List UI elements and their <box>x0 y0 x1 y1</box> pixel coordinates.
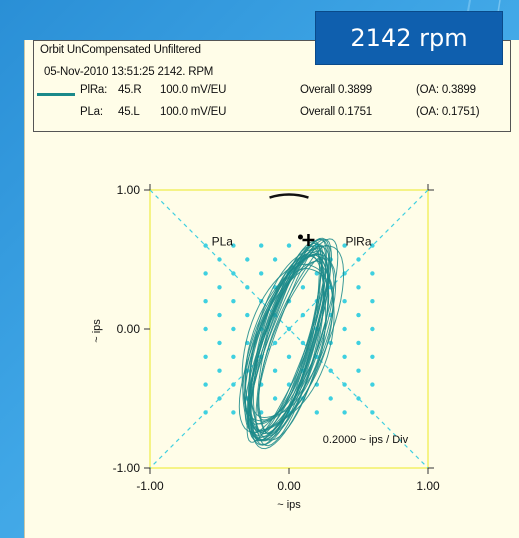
x-axis-label: ~ ips <box>277 499 301 511</box>
grid-dot <box>231 354 236 359</box>
grid-dot <box>286 354 292 359</box>
grid-dot <box>356 340 361 346</box>
probe2-overall: Overall 0.1751 <box>300 106 372 118</box>
probe2-oa: (OA: 0.1751) <box>416 106 480 118</box>
y-tick-label: 1.00 <box>117 183 141 197</box>
probe-label-plra: PlRa <box>345 235 371 249</box>
probe-axis-pla <box>149 189 429 469</box>
x-tick-label: 0.00 <box>277 479 301 493</box>
header-timestamp: 05-Nov-2010 13:51:25 2142. RPM <box>44 66 214 78</box>
grid-dot <box>328 396 333 401</box>
header-title: Orbit UnCompensated Unfiltered <box>40 44 201 56</box>
grid-dot <box>203 326 208 332</box>
probe2-angle: 45.L <box>118 106 140 118</box>
grid-dot <box>231 410 236 415</box>
probe2-name: PLa: <box>80 106 103 118</box>
grid-dot <box>356 368 361 373</box>
grid-dot <box>272 257 278 262</box>
grid-dot <box>356 285 361 290</box>
grid-dot <box>231 243 236 248</box>
grid-dot <box>217 340 222 346</box>
keyphasor-marker <box>302 234 315 247</box>
keyphasor-dot <box>297 234 303 240</box>
grid-dot <box>217 368 222 373</box>
grid-dot <box>231 299 236 304</box>
orbit-trace <box>246 242 322 425</box>
grid-dot <box>342 354 347 359</box>
grid-dot <box>314 410 319 415</box>
probe1-angle: 45.R <box>118 84 142 96</box>
grid-dot <box>342 410 347 415</box>
grid-dot <box>217 312 222 318</box>
grid-dot <box>272 368 278 373</box>
x-tick-label: -1.00 <box>136 479 164 493</box>
grid-dot <box>245 257 250 262</box>
probe2-sensitivity: 100.0 mV/EU <box>160 106 227 118</box>
grid-dot <box>245 312 250 318</box>
probe-label-pla: PLa <box>212 235 234 249</box>
probe-axis-plra <box>149 189 429 469</box>
orbit-trace <box>250 267 330 441</box>
x-tick-label: 1.00 <box>416 479 440 493</box>
grid-dot <box>370 354 375 359</box>
y-tick-label: -1.00 <box>113 461 141 475</box>
y-axis-label: ~ ips <box>91 319 103 343</box>
grid-dot <box>286 243 292 248</box>
grid-dot <box>370 271 375 276</box>
scale-label: 0.2000 ~ ips / Div <box>323 434 409 446</box>
grid-dot <box>259 243 264 248</box>
grid-dot <box>370 326 375 332</box>
grid-dot <box>203 354 208 359</box>
rpm-badge: 2142 rpm <box>315 11 503 65</box>
grid-dot <box>203 382 208 387</box>
grid-dot <box>342 243 347 248</box>
grid-dot <box>370 382 375 387</box>
probe1-oa: (OA: 0.3899 <box>416 84 476 96</box>
orbit-trace <box>249 245 345 450</box>
grid-dot <box>272 396 278 401</box>
grid-dot <box>342 299 347 304</box>
grid-dot <box>300 285 306 290</box>
probe1-overall: Overall 0.3899 <box>300 84 372 96</box>
orbit-trace <box>249 255 335 433</box>
grid-dot <box>342 326 347 332</box>
grid-dot <box>203 299 208 304</box>
orbit-trace <box>257 256 327 434</box>
plot-panel: Orbit UnCompensated Unfiltered 05-Nov-20… <box>24 40 519 538</box>
plot-header: Orbit UnCompensated Unfiltered 05-Nov-20… <box>33 40 511 132</box>
probe1-name: PlRa: <box>80 84 108 96</box>
grid-dot <box>259 271 264 276</box>
rotation-direction-mark <box>269 193 309 199</box>
orbit-trace <box>247 245 321 434</box>
orbit-trace <box>248 254 335 431</box>
probe1-legend-line <box>37 93 75 96</box>
y-tick-label: 0.00 <box>117 322 141 336</box>
probe1-sensitivity: 100.0 mV/EU <box>160 84 227 96</box>
orbit-trace <box>250 253 324 425</box>
grid-dot <box>231 271 236 276</box>
grid-dot <box>356 312 361 318</box>
grid-dot <box>217 285 222 290</box>
grid-dot <box>370 299 375 304</box>
grid-dot <box>231 326 236 332</box>
grid-dot <box>203 271 208 276</box>
